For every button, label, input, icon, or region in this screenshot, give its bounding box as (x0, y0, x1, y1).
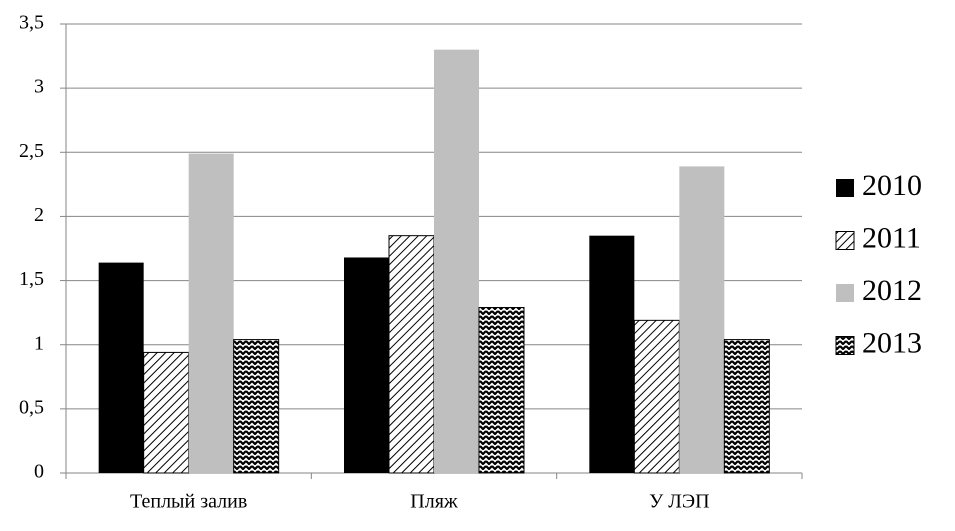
legend-label: 2011 (862, 221, 921, 254)
y-tick-label: 0,5 (19, 396, 44, 418)
bar (434, 49, 479, 474)
bar (233, 339, 280, 474)
legend-label: 2012 (862, 274, 922, 307)
y-tick-label: 3,5 (19, 12, 44, 34)
bar (723, 339, 770, 474)
bar (143, 351, 190, 474)
legend-swatch (836, 179, 854, 197)
y-tick-label: 2,5 (19, 140, 44, 162)
bar (478, 307, 525, 474)
x-tick-label: Теплый залив (130, 491, 247, 513)
y-tick-label: 0 (34, 461, 44, 483)
legend-swatch (835, 336, 855, 355)
legend-swatch (835, 231, 855, 250)
legend-swatch (836, 284, 854, 302)
bar (679, 166, 725, 473)
bar (98, 262, 144, 473)
legend-label: 2010 (862, 169, 922, 202)
bar (344, 257, 389, 473)
legend-label: 2013 (862, 326, 922, 359)
y-tick-label: 3 (34, 76, 44, 98)
y-tick-label: 1 (34, 332, 44, 354)
bar (188, 153, 234, 473)
bar (589, 235, 635, 473)
bar (388, 235, 435, 474)
x-tick-label: У ЛЭП (649, 491, 709, 513)
y-tick-label: 2 (34, 204, 44, 226)
y-tick-label: 1,5 (19, 268, 44, 290)
x-tick-label: Пляж (410, 491, 458, 513)
bar (633, 319, 680, 474)
